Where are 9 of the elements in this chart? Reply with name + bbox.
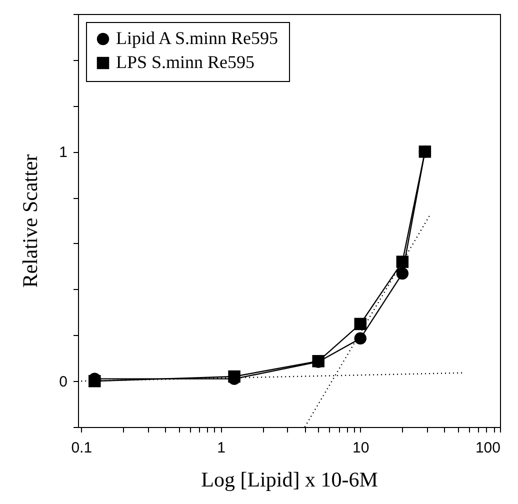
y-axis-title: Relative Scatter	[18, 154, 42, 288]
x-tick-label: 10	[352, 440, 370, 456]
x-tick-label: 100	[475, 440, 500, 456]
y-tick-label: 0	[59, 374, 68, 391]
x-axis-title: Log [Lipid] x 10-6M	[201, 468, 378, 492]
x-tick-label: 0.1	[71, 440, 92, 456]
legend-label: LPS S.minn Re595	[116, 52, 255, 72]
x-tick-label: 1	[217, 440, 226, 456]
legend-label: Lipid A S.minn Re595	[116, 28, 278, 48]
